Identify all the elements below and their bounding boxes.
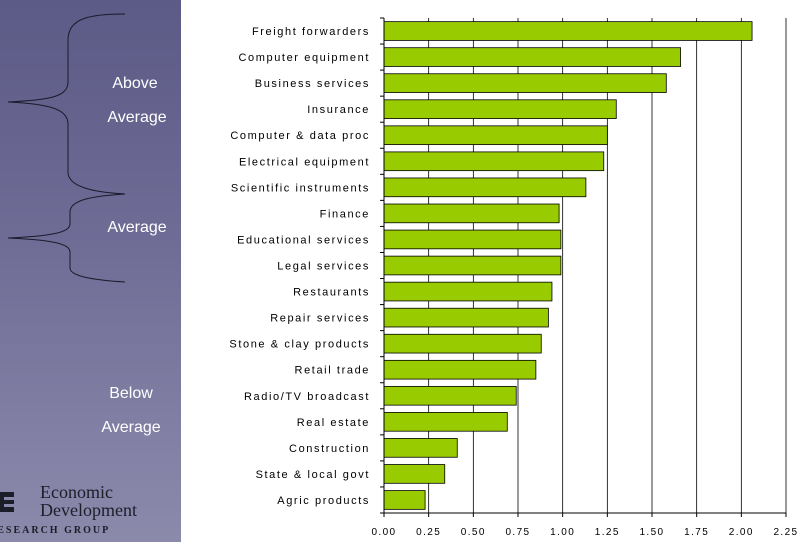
category-label: Educational services <box>237 234 370 246</box>
average-brace <box>7 193 126 283</box>
logo-line-2: Development <box>40 500 137 520</box>
category-label: Finance <box>320 208 370 220</box>
above-label-1: Above <box>112 75 158 92</box>
category-label: Real estate <box>297 417 370 429</box>
x-tick-label: 1.50 <box>639 527 664 538</box>
bar <box>383 151 605 172</box>
bar <box>383 333 542 354</box>
category-label: Freight forwarders <box>252 26 370 38</box>
logo: Economic Development RESEARCH GROUP <box>0 480 181 542</box>
category-label: Electrical equipment <box>239 156 370 168</box>
category-label: Repair services <box>270 313 370 325</box>
category-label: Legal services <box>277 261 370 273</box>
x-tick-label: 0.50 <box>461 527 486 538</box>
category-label: Radio/TV broadcast <box>244 391 370 403</box>
x-tick-label: 2.00 <box>729 527 754 538</box>
bar <box>383 255 562 276</box>
category-label: Stone & clay products <box>229 339 370 351</box>
bar <box>383 359 537 380</box>
bar <box>383 490 426 510</box>
category-label: Computer & data proc <box>230 130 370 142</box>
brace-annotations <box>7 13 126 283</box>
bar <box>383 412 508 432</box>
x-tick-label: 1.25 <box>595 527 620 538</box>
x-tick-label: 0.75 <box>505 527 530 538</box>
chart-area: 0.00 0.25 0.50 0.75 1.00 1.25 1.50 1.75 2.00 2.25… <box>181 0 801 542</box>
bar <box>383 438 458 458</box>
bar <box>383 99 617 119</box>
category-label: Insurance <box>307 104 370 116</box>
bar <box>383 73 667 93</box>
x-tick-label: 0.25 <box>416 527 441 538</box>
category-label: Agric products <box>277 495 370 507</box>
below-label-1: Below <box>109 385 153 402</box>
bar <box>383 21 753 41</box>
bar <box>383 177 587 198</box>
bar <box>383 281 553 302</box>
x-tick-label: 1.00 <box>550 527 575 538</box>
bar <box>383 229 562 250</box>
x-tick-label: 1.75 <box>684 527 709 538</box>
left-panel: Above Average Average Below Average Econ… <box>0 0 181 542</box>
category-label: Construction <box>289 443 370 455</box>
below-label-2: Average <box>101 419 161 436</box>
logo-line-3: RESEARCH GROUP <box>0 525 111 536</box>
bar <box>383 47 681 67</box>
logo-mark-icon <box>0 492 14 512</box>
average-label: Average <box>107 219 167 236</box>
category-label: Scientific instruments <box>231 182 370 194</box>
bar-chart: 0.00 0.25 0.50 0.75 1.00 1.25 1.50 1.75 2.00 2.25… <box>229 17 798 538</box>
bar <box>383 203 560 224</box>
x-tick-label: 2.25 <box>773 527 798 538</box>
logo-line-1: Economic <box>40 482 113 502</box>
category-label: Retail trade <box>295 365 370 377</box>
above-average-brace <box>7 13 126 195</box>
category-label: State & local govt <box>256 469 370 481</box>
x-tick-label: 0.00 <box>371 527 396 538</box>
bar <box>383 385 517 406</box>
bar <box>383 125 608 146</box>
bar <box>383 307 549 328</box>
bar <box>383 464 446 484</box>
category-label: Business services <box>255 78 370 90</box>
above-label-2: Average <box>107 109 167 126</box>
category-label: Computer equipment <box>238 52 370 64</box>
category-label: Restaurants <box>293 287 370 299</box>
